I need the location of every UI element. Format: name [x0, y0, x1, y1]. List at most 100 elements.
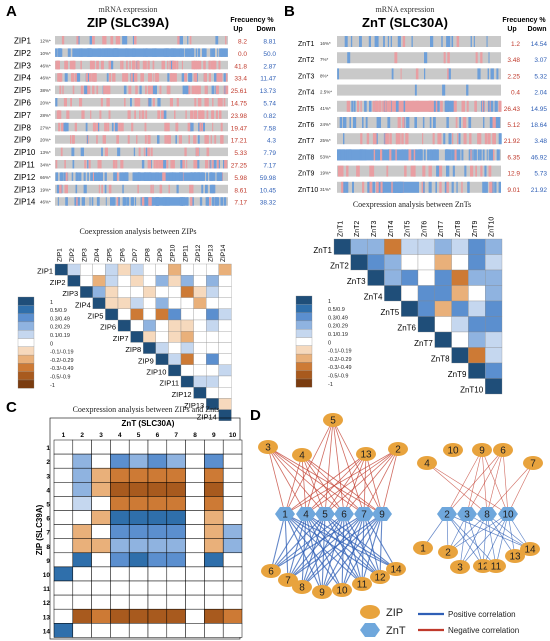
panel-c-row-label: 1 — [46, 445, 50, 452]
panel-b-heat-column-label: ZnT1 — [337, 221, 344, 237]
panel-a-alteration-tick — [160, 110, 164, 119]
panel-c-cell — [53, 524, 74, 539]
panel-c-cell — [185, 552, 205, 568]
panel-a-row-frequency: 34%* — [40, 163, 51, 168]
panel-a-up-value: 0.0 — [238, 51, 247, 58]
panel-b-alteration-tick — [359, 36, 362, 47]
panel-a-heat-row-label: ZIP11 — [160, 379, 179, 388]
panel-b-heat-cell — [468, 285, 486, 302]
panel-a-alteration-tick — [122, 73, 125, 82]
panel-a-down-value: 50.0 — [263, 51, 276, 58]
panel-a-alteration-tick — [103, 36, 107, 45]
panel-a-alteration-tick — [112, 73, 116, 82]
panel-a-alteration-tick — [78, 172, 82, 181]
panel-b-track — [337, 84, 501, 96]
panel-a-alteration-tick — [80, 85, 83, 95]
panel-a-alteration-tick — [166, 197, 170, 206]
panel-a-heat-cell — [206, 364, 219, 377]
panel-a-alteration-tick — [194, 73, 197, 82]
panel-b-legend-swatch — [295, 353, 313, 363]
panel-a-alteration-tick — [216, 172, 219, 181]
panel-b-legend-swatch — [295, 370, 313, 380]
panel-a-alteration-tick — [125, 172, 129, 181]
panel-a-row-label: ZIP7 — [14, 111, 31, 120]
panel-a-alteration-tick — [62, 85, 64, 95]
panel-a-alteration-tick — [214, 172, 216, 181]
panel-b-row-frequency: 19%* — [320, 171, 331, 176]
panel-a-alteration-tick — [93, 122, 95, 132]
panel-c-cell — [166, 594, 186, 610]
panel-a-row-label: ZIP4 — [14, 74, 31, 83]
panel-a-alteration-tick — [78, 36, 80, 45]
panel-b-row-label: ZnT8 — [298, 154, 314, 161]
panel-c-cell — [204, 566, 224, 582]
zip-node-label: 8 — [299, 583, 305, 594]
panel-a-alteration-tick — [191, 60, 195, 70]
panel-a-alteration-tick — [182, 197, 185, 206]
panel-a-alteration-tick — [57, 197, 59, 206]
panel-a-alteration-tick — [139, 110, 141, 119]
panel-b-alteration-tick — [464, 165, 467, 177]
panel-a-heat-column-label: ZIP1 — [56, 248, 63, 262]
panel-c-column-label: 4 — [118, 432, 122, 439]
panel-a-alteration-tick — [83, 172, 86, 181]
network-edge — [284, 453, 367, 515]
panel-a-alteration-tick — [217, 85, 219, 95]
panel-b-up-value: 12.9 — [507, 171, 520, 178]
zip-node-label: 12 — [374, 573, 386, 584]
panel-b-heat-row-label: ZnT3 — [347, 277, 366, 286]
panel-c-cell — [110, 623, 130, 638]
panel-a-alteration-tick — [108, 110, 111, 119]
panel-c-cell — [91, 580, 111, 596]
panel-a-heat-cell — [155, 342, 169, 354]
panel-a-alteration-tick — [214, 73, 218, 82]
panel-a-up-value: 14.75 — [231, 101, 248, 108]
panel-a-alteration-tick — [193, 135, 197, 144]
panel-a-alteration-tick — [127, 197, 130, 206]
panel-a-alteration-tick — [162, 172, 166, 181]
panel-a-heat-cell — [193, 297, 207, 309]
panel-a-alteration-tick — [174, 110, 176, 119]
panel-a-alteration-tick — [117, 36, 120, 45]
panel-a-up-label: Up — [233, 26, 242, 33]
panel-a-alteration-tick — [91, 36, 95, 45]
panel-b-legend-swatch — [295, 295, 313, 305]
network-edge — [482, 513, 488, 567]
panel-c-cell — [110, 496, 130, 511]
panel-a-title: ZIP (SLC39A) — [87, 15, 169, 30]
panel-b-heat-cell — [384, 285, 402, 302]
panel-a-alteration-tick — [202, 122, 205, 132]
panel-b-alteration-tick — [447, 68, 449, 80]
panel-a-alteration-tick — [120, 60, 122, 70]
panel-c-row-label: 2 — [46, 459, 50, 466]
panel-d-letter: D — [250, 407, 261, 424]
panel-c-cell — [72, 467, 92, 483]
panel-b-alteration-tick — [406, 100, 409, 112]
panel-b-heat-row-label: ZnT7 — [414, 339, 433, 348]
panel-a-alteration-tick — [221, 135, 224, 144]
panel-a-row-label: ZIP9 — [14, 136, 31, 145]
panel-a-alteration-tick — [123, 197, 125, 206]
panel-a-heat-cell — [193, 387, 207, 399]
panel-c-cell — [128, 496, 149, 511]
panel-b-alteration-tick — [423, 181, 425, 193]
panel-b-legend-swatch — [295, 304, 313, 313]
panel-b-legend-swatch — [295, 337, 313, 346]
panel-a-heat-cell — [130, 331, 144, 343]
panel-b-alteration-tick — [486, 149, 488, 161]
panel-a-heat-column-label: ZIP7 — [132, 248, 139, 262]
network-edge — [363, 453, 367, 515]
panel-b-alteration-tick — [362, 117, 364, 128]
panel-a-alteration-tick — [145, 110, 148, 119]
panel-b-row-frequency: 53%* — [320, 154, 331, 159]
zip-node — [261, 564, 281, 578]
panel-a-legend-label: -0.3/-0.49 — [50, 366, 74, 372]
panel-a-track — [55, 122, 228, 132]
panel-a-alteration-tick — [132, 48, 136, 57]
panel-b-heat-cell — [485, 331, 503, 348]
panel-a-alteration-tick — [209, 172, 212, 181]
panel-a-alteration-tick — [74, 122, 77, 132]
panel-a-alteration-tick — [103, 85, 105, 95]
panel-a-alteration-tick — [220, 73, 222, 82]
